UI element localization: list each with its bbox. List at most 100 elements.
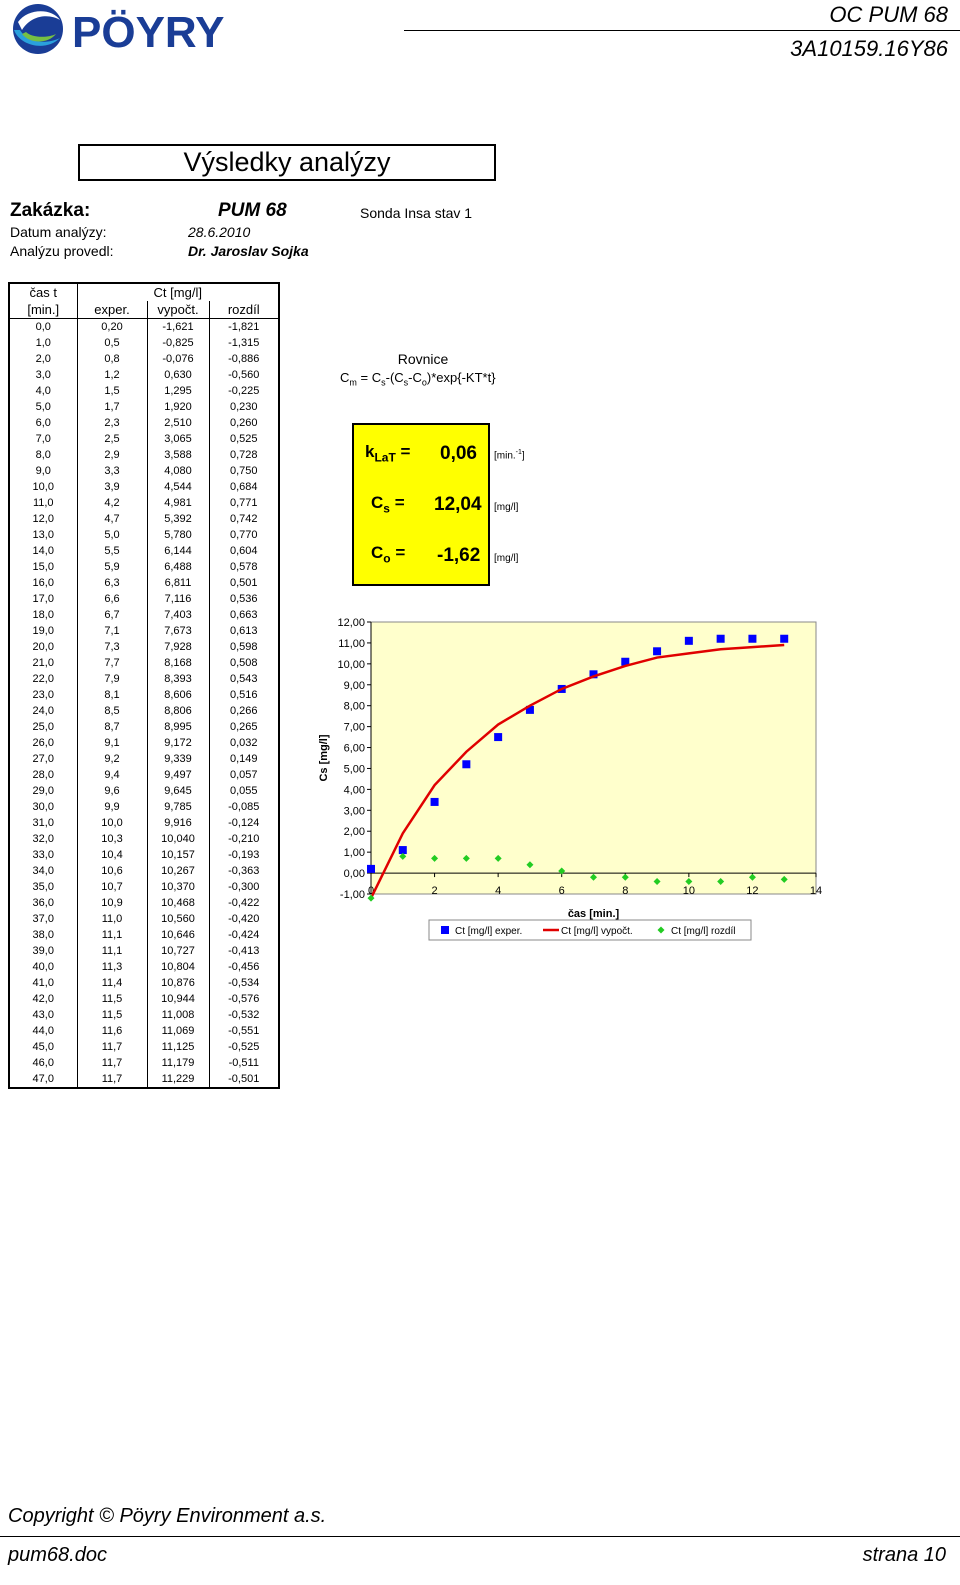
table-row: 46,0 11,7 11,179 -0,511 xyxy=(9,1055,279,1071)
diff-point xyxy=(367,894,375,902)
table-row: 9,0 3,3 4,080 0,750 xyxy=(9,463,279,479)
table-row: 32,0 10,3 10,040 -0,210 xyxy=(9,831,279,847)
cell-diff: 0,525 xyxy=(208,431,279,447)
k-value: 0,06 xyxy=(440,443,477,464)
table-row: 19,0 7,1 7,673 0,613 xyxy=(9,623,279,639)
col-group-head: Ct [mg/l] xyxy=(76,283,279,301)
table-row: 27,0 9,2 9,339 0,149 xyxy=(9,751,279,767)
diff-point xyxy=(748,873,756,881)
cell-time: 25,0 xyxy=(32,721,54,733)
cell-exp: 9,2 xyxy=(76,751,147,767)
cell-calc: 7,928 xyxy=(146,639,209,655)
cell-calc: 6,488 xyxy=(146,559,209,575)
cell-calc: 10,804 xyxy=(146,959,209,975)
doc-number: 3A10159.16Y86 xyxy=(790,36,948,61)
cell-calc: 3,588 xyxy=(146,447,209,463)
cell-time: 19,0 xyxy=(32,625,54,637)
cell-exp: 1,7 xyxy=(76,399,147,415)
table-row: 20,0 7,3 7,928 0,598 xyxy=(9,639,279,655)
table-row: 24,0 8,5 8,806 0,266 xyxy=(9,703,279,719)
table-row: 47,0 11,7 11,229 -0,501 xyxy=(9,1071,279,1088)
table-row: 26,0 9,1 9,172 0,032 xyxy=(9,735,279,751)
y-tick-label: 0,00 xyxy=(344,868,365,880)
cell-calc: 9,497 xyxy=(146,767,209,783)
exp-point xyxy=(430,797,439,806)
table-row: 3,0 1,2 0,630 -0,560 xyxy=(9,367,279,383)
table-row: 29,0 9,6 9,645 0,055 xyxy=(9,783,279,799)
cell-exp: 10,9 xyxy=(76,895,147,911)
x-tick-label: 12 xyxy=(746,885,758,897)
cell-exp: 11,4 xyxy=(76,975,147,991)
cell-diff: 0,536 xyxy=(208,591,279,607)
cell-time: 8,0 xyxy=(35,449,51,461)
cell-calc: 3,065 xyxy=(146,431,209,447)
cell-diff: -0,124 xyxy=(208,815,279,831)
poyry-logo: PÖYRY xyxy=(8,0,298,58)
cell-exp: 11,5 xyxy=(76,1007,147,1023)
cell-diff: -0,534 xyxy=(208,975,279,991)
cell-time: 11,0 xyxy=(32,497,54,509)
cell-calc: 10,157 xyxy=(146,847,209,863)
cell-time: 39,0 xyxy=(32,945,54,957)
cell-calc: -0,076 xyxy=(146,351,209,367)
author-label: Analýzu provedl: xyxy=(10,243,114,259)
cs-label: Cs = xyxy=(371,493,405,516)
cell-calc: 4,544 xyxy=(146,479,209,495)
copyright: Copyright © Pöyry Environment a.s. xyxy=(8,1505,327,1527)
cell-exp: 1,2 xyxy=(76,367,147,383)
cell-exp: 2,5 xyxy=(76,431,147,447)
co-value: -1,62 xyxy=(437,545,481,566)
cell-diff: -0,456 xyxy=(208,959,279,975)
cell-calc: 2,510 xyxy=(146,415,209,431)
cell-calc: 11,008 xyxy=(146,1007,209,1023)
cell-calc: 8,806 xyxy=(146,703,209,719)
date-value: 28.6.2010 xyxy=(188,224,251,240)
table-row: 36,0 10,9 10,468 -0,422 xyxy=(9,895,279,911)
y-tick-label: 4,00 xyxy=(344,784,365,796)
table-row: 18,0 6,7 7,403 0,663 xyxy=(9,607,279,623)
cell-diff: 0,149 xyxy=(208,751,279,767)
co-label: Co = xyxy=(371,543,406,566)
cell-time: 41,0 xyxy=(32,977,54,989)
exp-point xyxy=(589,670,598,679)
table-row: 0,0 0,20 -1,621 -1,821 xyxy=(9,318,279,335)
cell-diff: 0,598 xyxy=(208,639,279,655)
cell-time: 42,0 xyxy=(32,993,54,1005)
cell-diff: 0,578 xyxy=(208,559,279,575)
cell-time: 15,0 xyxy=(32,561,54,573)
cell-exp: 7,3 xyxy=(76,639,147,655)
cell-calc: 11,069 xyxy=(146,1023,209,1039)
cell-exp: 6,6 xyxy=(76,591,147,607)
cell-diff: -0,363 xyxy=(208,863,279,879)
cell-time: 27,0 xyxy=(32,753,54,765)
y-tick-label: 1,00 xyxy=(344,847,365,859)
cell-time: 7,0 xyxy=(35,433,51,445)
col-diff: rozdíl xyxy=(208,301,279,319)
cell-diff: -0,420 xyxy=(208,911,279,927)
cell-calc: 5,780 xyxy=(146,527,209,543)
table-row: 5,0 1,7 1,920 0,230 xyxy=(9,399,279,415)
equation-formula: Cm = Cs-(Cs-Co)*exp{-KT*t} xyxy=(340,370,496,388)
cell-calc: 10,727 xyxy=(146,943,209,959)
table-row: 15,0 5,9 6,488 0,578 xyxy=(9,559,279,575)
cell-time: 2,0 xyxy=(35,353,51,365)
probe-value: Sonda Insa stav 1 xyxy=(360,205,473,221)
y-tick-label: 6,00 xyxy=(344,743,365,755)
cell-time: 1,0 xyxy=(35,337,51,349)
diff-point xyxy=(494,854,502,862)
cell-diff: -0,193 xyxy=(208,847,279,863)
cell-calc: 4,080 xyxy=(146,463,209,479)
cell-exp: 7,1 xyxy=(76,623,147,639)
cell-exp: 11,7 xyxy=(76,1055,147,1071)
table-row: 31,0 10,0 9,916 -0,124 xyxy=(9,815,279,831)
cell-diff: -0,210 xyxy=(208,831,279,847)
cell-calc: 11,229 xyxy=(146,1071,209,1088)
cell-diff: -1,315 xyxy=(208,335,279,351)
cell-exp: 5,5 xyxy=(76,543,147,559)
table-row: 8,0 2,9 3,588 0,728 xyxy=(9,447,279,463)
y-tick-label: 7,00 xyxy=(344,722,365,734)
cell-time: 40,0 xyxy=(32,961,54,973)
cell-calc: 9,785 xyxy=(146,799,209,815)
diff-point xyxy=(685,877,693,885)
x-tick-label: 0 xyxy=(368,885,374,897)
